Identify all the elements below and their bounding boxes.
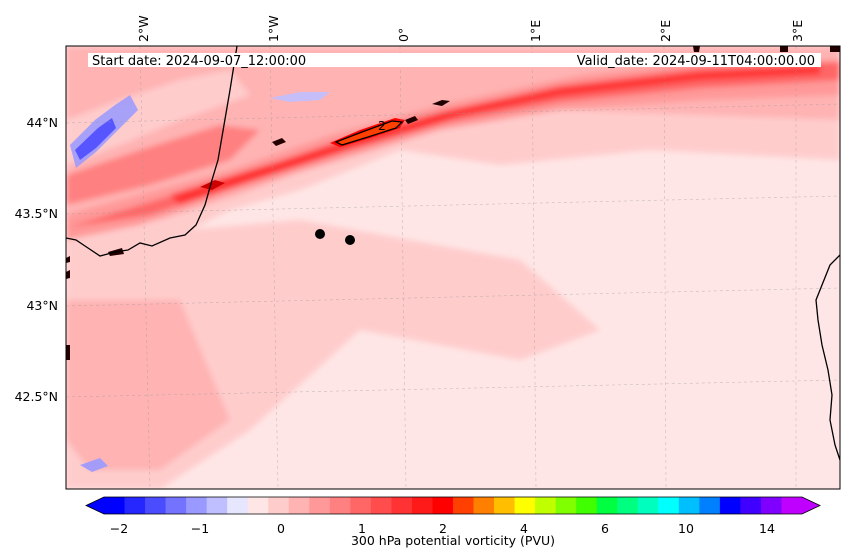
cb-tick-0: 0	[277, 521, 285, 536]
point-a	[315, 229, 325, 239]
colorbar-bin	[350, 497, 372, 514]
cb-tick-14: 14	[759, 521, 775, 536]
lon-label-1e: 1°E	[528, 20, 543, 42]
graticule	[66, 46, 840, 489]
lon-label-2e: 2°E	[658, 20, 673, 42]
negative-pv-patches	[70, 92, 330, 472]
colorbar-bin	[391, 497, 413, 514]
coastline	[66, 46, 840, 461]
lon-label-3e: 3°E	[790, 20, 805, 42]
colorbar-bin	[124, 497, 146, 514]
cb-tick-2: 2	[439, 521, 447, 536]
cb-tick-1: 1	[358, 521, 366, 536]
colorbar-bin	[145, 497, 166, 514]
pv-field	[66, 46, 840, 489]
cb-tick-10: 10	[678, 521, 694, 536]
cb-tick-m1: −1	[191, 521, 209, 536]
colorbar-bin	[535, 497, 557, 514]
map-frame	[65, 45, 841, 490]
colorbar-extend-min	[86, 497, 104, 514]
cb-tick-m2: −2	[110, 521, 128, 536]
point-b	[345, 235, 355, 245]
colorbar-bin	[473, 497, 495, 514]
colorbar-bin	[329, 497, 351, 514]
colorbar-bin	[781, 497, 803, 514]
colorbar-bin	[309, 497, 331, 514]
lon-label-1w: 1°W	[266, 15, 281, 42]
cb-tick-4: 4	[520, 521, 528, 536]
colorbar	[85, 496, 821, 515]
lat-label-44n: 44°N	[26, 115, 58, 130]
contour-label: 2	[378, 118, 386, 133]
colorbar-bin	[227, 497, 249, 514]
colorbar-bin	[760, 497, 782, 514]
colorbar-bin	[637, 497, 659, 514]
colorbar-bin	[288, 497, 310, 514]
colorbar-label: 300 hPa potential vorticity (PVU)	[351, 533, 555, 548]
colorbar-outline	[85, 496, 821, 515]
colorbar-bin	[104, 497, 125, 514]
cb-tick-6: 6	[601, 521, 609, 536]
colorbar-bin	[165, 497, 187, 514]
colorbar-bin	[658, 497, 680, 514]
colorbar-bin	[555, 497, 577, 514]
colorbar-extend-max	[802, 497, 820, 514]
colorbar-bin	[411, 497, 433, 514]
lon-label-2w: 2°W	[136, 15, 151, 42]
colorbar-bin	[699, 497, 721, 514]
colorbar-bin	[596, 497, 618, 514]
lat-label-43n: 43°N	[26, 298, 58, 313]
colorbar-bin	[514, 497, 536, 514]
start-date-label: Start date: 2024-09-07_12:00:00	[92, 54, 306, 69]
colorbar-bin	[494, 497, 515, 514]
colorbar-bin	[617, 497, 639, 514]
colorbar-bin	[432, 497, 454, 514]
colorbar-bin	[740, 497, 762, 514]
colorbar-bin	[268, 497, 290, 514]
valid-date-label: Valid_date: 2024-09-11T04:00:00.00	[577, 54, 815, 69]
lon-label-0: 0°	[396, 28, 411, 42]
lat-label-42-5n: 42.5°N	[15, 389, 58, 404]
colorbar-ticks: −2 −1 0 1 2 4 6 10 14	[110, 521, 775, 536]
colorbar-bin	[453, 497, 474, 514]
colorbar-bin	[719, 497, 741, 514]
colorbar-bin	[370, 497, 392, 514]
colorbar-bin	[247, 497, 269, 514]
colorbar-bin	[206, 497, 228, 514]
header-strip	[88, 53, 821, 67]
colorbar-bin	[186, 497, 208, 514]
colorbar-bin	[678, 497, 700, 514]
longitude-labels: 2°W 1°W 0° 1°E 2°E 3°E	[136, 15, 805, 42]
colorbar-bin	[576, 497, 598, 514]
latitude-labels: 44°N 43.5°N 43°N 42.5°N	[15, 115, 58, 404]
lat-label-43-5n: 43.5°N	[15, 206, 58, 221]
map-plot-area: 2 Start date: 2024-09-07_12:00:00 Valid_…	[66, 46, 840, 489]
